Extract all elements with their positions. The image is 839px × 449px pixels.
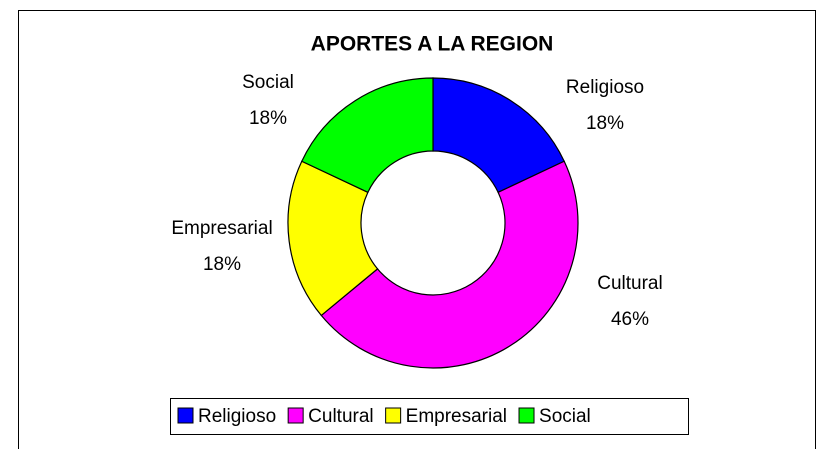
legend-label: Social xyxy=(539,406,591,427)
legend-swatch xyxy=(385,407,402,424)
legend-label: Empresarial xyxy=(406,406,507,427)
data-label-name: Empresarial xyxy=(171,218,272,239)
chart-title: APORTES A LA REGION xyxy=(311,33,554,56)
donut-slice xyxy=(301,77,434,194)
donut-slice xyxy=(287,160,379,317)
chart-frame xyxy=(18,10,816,449)
donut-slice xyxy=(432,77,565,194)
legend-label: Religioso xyxy=(198,406,276,427)
legend-box xyxy=(170,398,689,435)
data-label-value: 18% xyxy=(203,254,241,275)
data-label-name: Social xyxy=(242,72,294,93)
legend-label: Cultural xyxy=(308,406,373,427)
data-label-value: 18% xyxy=(586,113,624,134)
legend-swatch xyxy=(518,407,535,424)
legend-swatch xyxy=(177,407,194,424)
data-label-value: 18% xyxy=(249,108,287,129)
donut-slice xyxy=(320,160,579,369)
legend-swatch xyxy=(287,407,304,424)
data-label-name: Cultural xyxy=(597,273,662,294)
data-label-name: Religioso xyxy=(566,77,644,98)
data-label-value: 46% xyxy=(611,309,649,330)
